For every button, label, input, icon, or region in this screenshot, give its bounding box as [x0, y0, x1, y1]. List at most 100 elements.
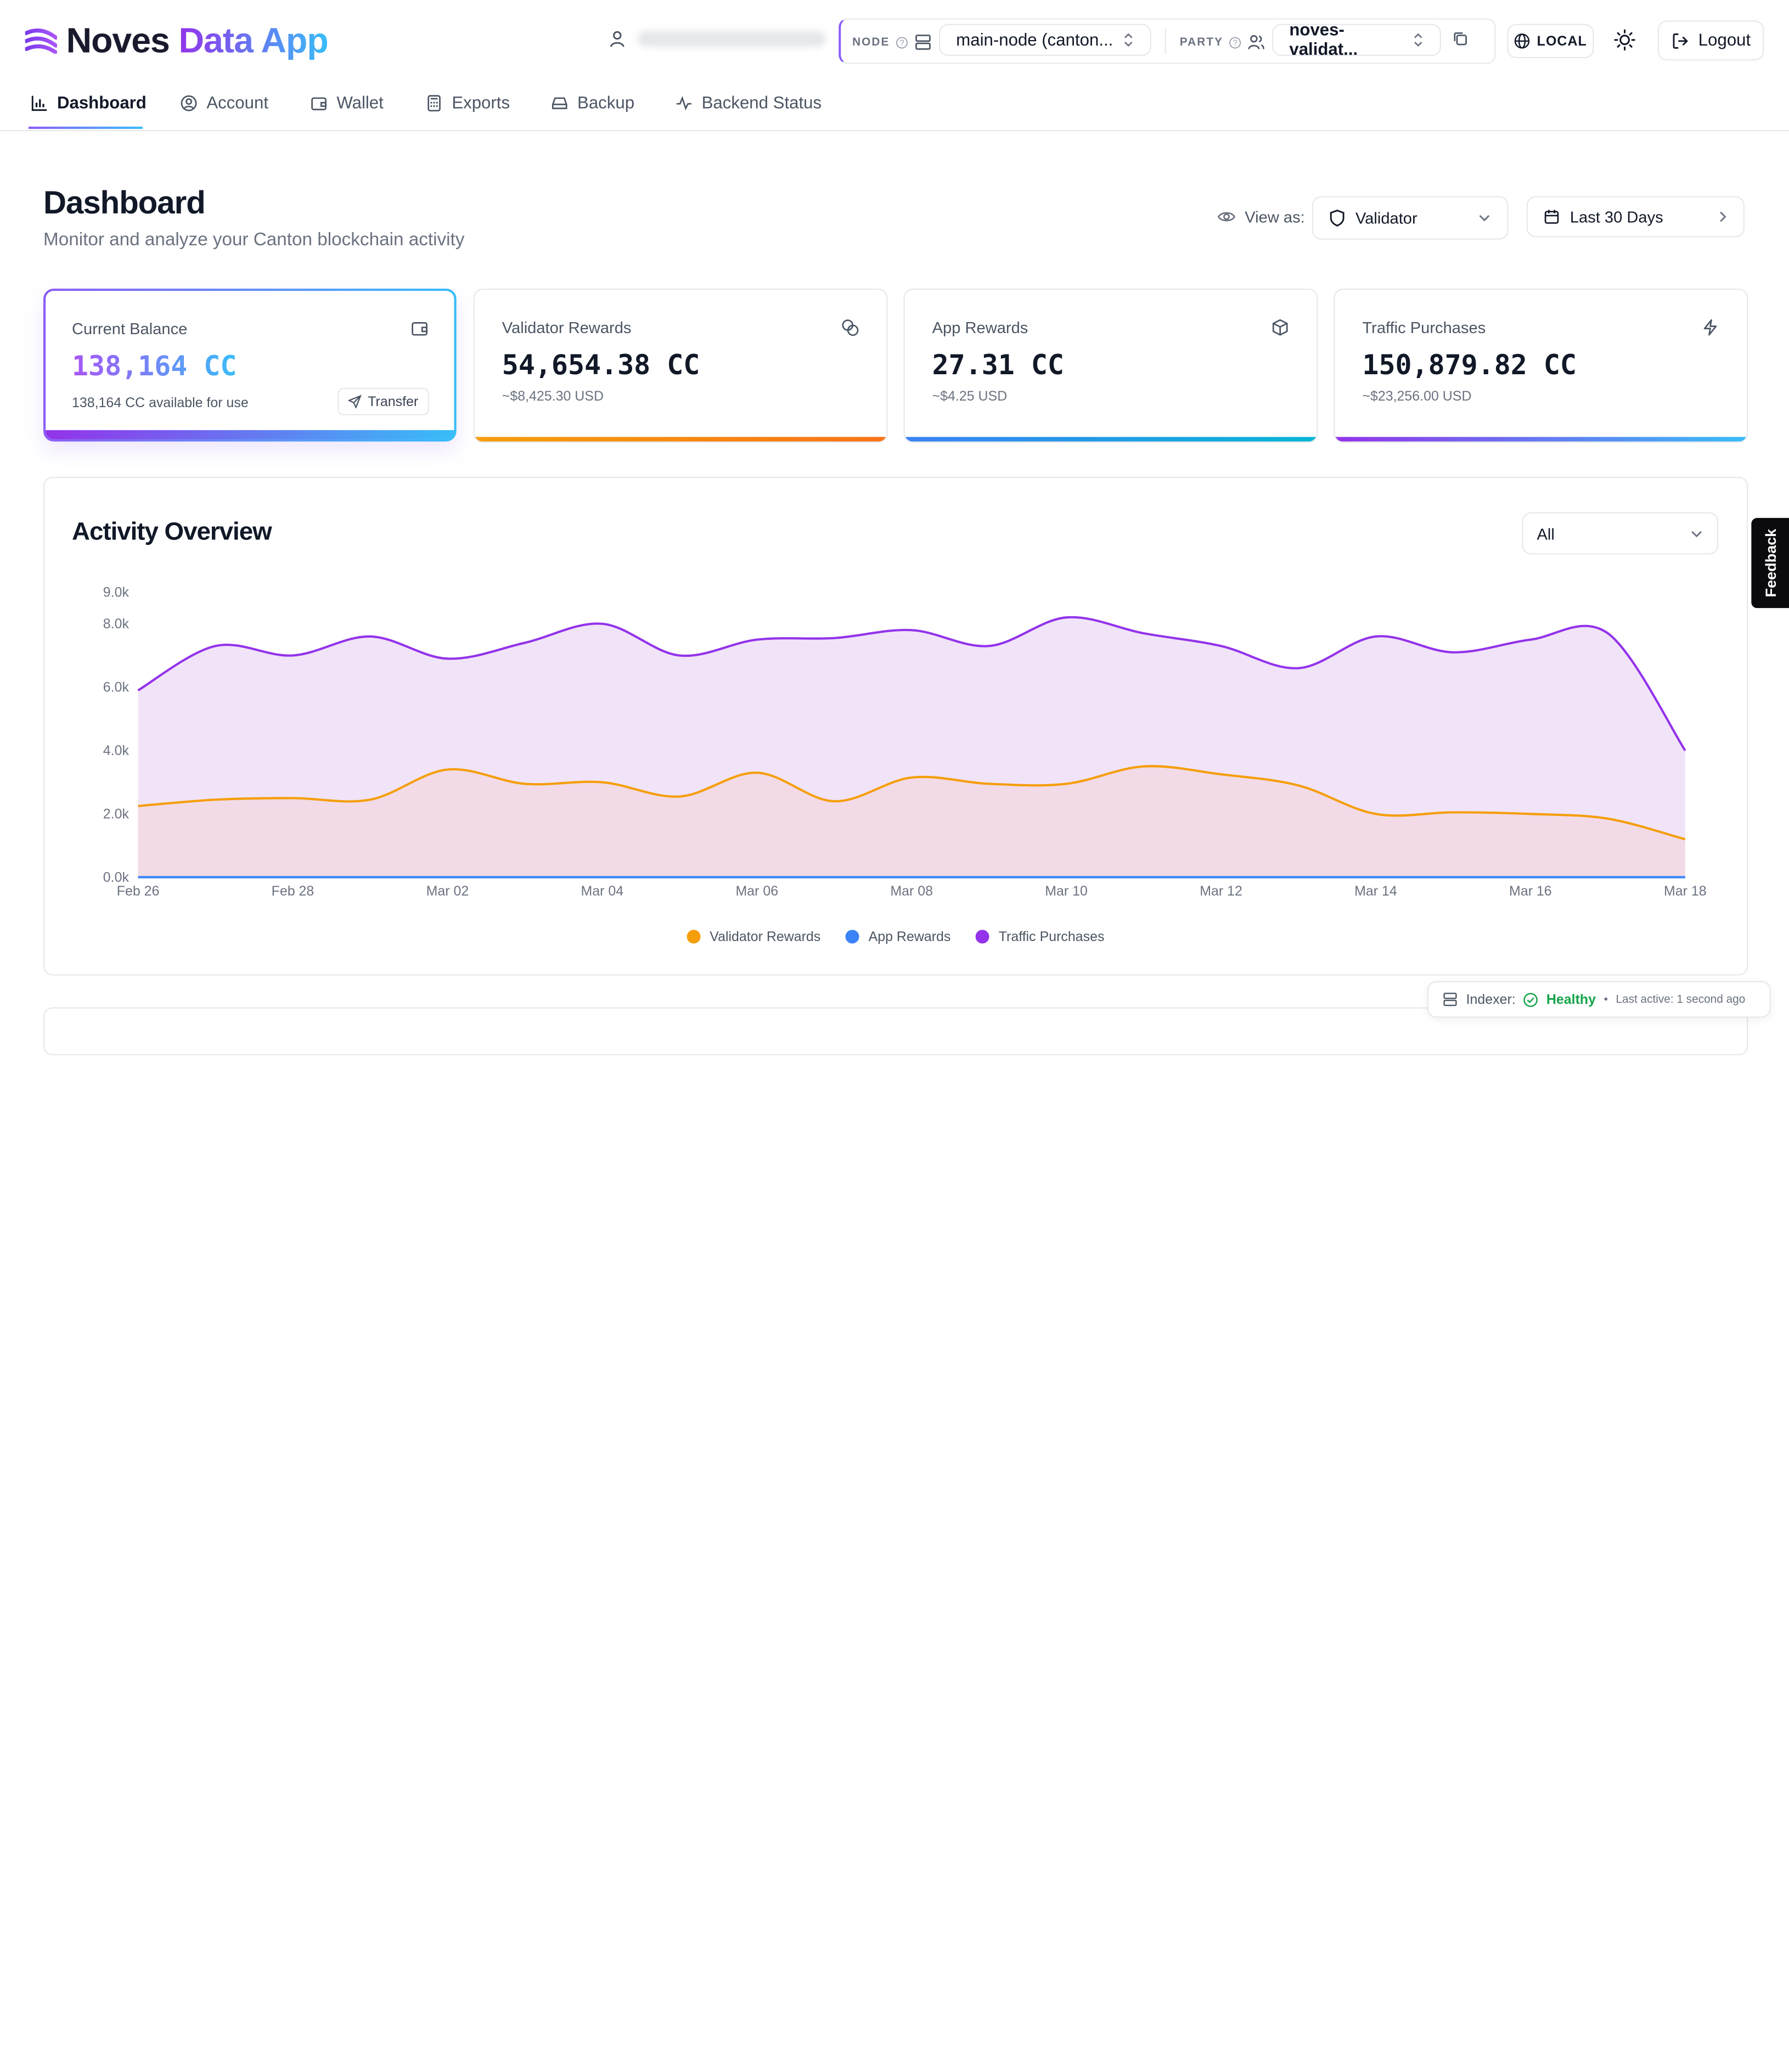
- send-icon: [348, 395, 362, 408]
- sun-icon: [1613, 29, 1636, 52]
- tab-active-indicator: [29, 127, 143, 129]
- main-nav: Dashboard Account Wallet Exports Backup …: [0, 80, 1789, 132]
- feedback-tab[interactable]: Feedback: [1751, 518, 1789, 608]
- view-as-value: Validator: [1355, 209, 1417, 227]
- svg-text:?: ?: [899, 38, 904, 48]
- chevron-right-icon: [1718, 210, 1728, 224]
- hard-drive-icon: [551, 95, 568, 112]
- tab-account[interactable]: Account: [180, 93, 268, 112]
- app-sub: ~$4.25 USD: [932, 388, 1008, 404]
- logout-button[interactable]: Logout: [1658, 20, 1764, 60]
- activity-title: Activity Overview: [72, 517, 272, 547]
- copy-icon: [1453, 31, 1469, 47]
- tab-backend-status[interactable]: Backend Status: [676, 93, 822, 112]
- card-title: App Rewards: [932, 318, 1028, 336]
- zap-icon: [1701, 318, 1719, 336]
- user-email-redacted: [638, 31, 826, 47]
- tab-label: Account: [206, 93, 268, 112]
- view-as-select[interactable]: Validator: [1312, 196, 1509, 240]
- separator-dot: •: [1604, 993, 1608, 1006]
- user-icon: [608, 30, 626, 48]
- legend-item-app[interactable]: App Rewards: [846, 928, 950, 944]
- x-tick-label: Mar 12: [1200, 883, 1242, 899]
- eye-icon: [1217, 207, 1235, 226]
- party-value: noves-validat...: [1289, 20, 1413, 59]
- x-tick-label: Mar 16: [1509, 883, 1552, 899]
- node-value: main-node (canton...: [956, 30, 1113, 49]
- activity-filter-select[interactable]: All: [1522, 513, 1718, 555]
- tab-dashboard[interactable]: Dashboard: [31, 93, 147, 112]
- copy-party-button[interactable]: [1453, 31, 1469, 53]
- page-title: Dashboard: [43, 185, 205, 222]
- svg-text:?: ?: [1233, 38, 1237, 48]
- check-circle-icon: [1523, 992, 1538, 1007]
- validator-value: 54,654.38 CC: [502, 349, 700, 381]
- legend-item-traffic[interactable]: Traffic Purchases: [976, 928, 1104, 944]
- legend-label: App Rewards: [869, 928, 951, 944]
- traffic-value: 150,879.82 CC: [1362, 349, 1577, 381]
- legend-swatch: [846, 930, 859, 943]
- brand-logo[interactable]: Noves Data App: [25, 20, 328, 61]
- shield-icon: [1329, 209, 1345, 227]
- activity-filter-value: All: [1537, 524, 1555, 542]
- legend-swatch: [687, 930, 701, 943]
- node-label: NODE: [852, 36, 890, 48]
- x-tick-label: Mar 08: [890, 883, 933, 899]
- balance-sub: 138,164 CC available for use: [72, 395, 249, 410]
- node-select[interactable]: main-node (canton...: [939, 24, 1151, 56]
- page-subtitle: Monitor and analyze your Canton blockcha…: [43, 230, 464, 251]
- legend-label: Traffic Purchases: [999, 928, 1105, 944]
- card-title: Traffic Purchases: [1362, 318, 1486, 336]
- coins-icon: [841, 318, 859, 336]
- transfer-button[interactable]: Transfer: [337, 388, 429, 415]
- calculator-icon: [425, 95, 442, 112]
- tab-wallet[interactable]: Wallet: [311, 93, 384, 112]
- party-select[interactable]: noves-validat...: [1272, 24, 1441, 56]
- user-circle-icon: [180, 95, 197, 112]
- tab-backup[interactable]: Backup: [551, 93, 634, 112]
- help-icon[interactable]: ?: [1229, 36, 1241, 48]
- server-icon: [914, 33, 932, 51]
- brand-name: Noves: [66, 20, 170, 61]
- help-icon[interactable]: ?: [896, 36, 908, 48]
- y-tick-label: 9.0k: [103, 584, 130, 600]
- x-tick-label: Feb 28: [272, 883, 314, 899]
- transfer-label: Transfer: [368, 393, 418, 409]
- globe-icon: [1514, 33, 1530, 49]
- x-tick-label: Mar 14: [1354, 883, 1397, 899]
- last-active: Last active: 1 second ago: [1616, 993, 1745, 1006]
- tab-label: Backup: [577, 93, 634, 112]
- card-title: Current Balance: [72, 319, 187, 337]
- legend-item-validator[interactable]: Validator Rewards: [687, 928, 821, 944]
- node-party-selector: NODE ? main-node (canton... PARTY ? nove…: [839, 18, 1496, 64]
- calendar-icon: [1544, 209, 1560, 224]
- user-menu[interactable]: [608, 30, 826, 48]
- x-tick-label: Mar 02: [426, 883, 469, 899]
- chevron-down-icon: [1690, 529, 1703, 538]
- x-tick-label: Mar 04: [581, 883, 624, 899]
- legend-label: Validator Rewards: [710, 928, 820, 944]
- chart-legend: Validator Rewards App Rewards Traffic Pu…: [44, 928, 1747, 944]
- wallet-icon: [311, 95, 328, 112]
- date-range-button[interactable]: Last 30 Days: [1527, 196, 1745, 238]
- indexer-label: Indexer:: [1466, 992, 1516, 1007]
- theme-toggle-button[interactable]: [1613, 29, 1636, 57]
- tab-label: Backend Status: [702, 93, 822, 112]
- y-tick-label: 8.0k: [103, 616, 130, 632]
- y-tick-label: 0.0k: [103, 870, 130, 885]
- chevron-down-icon: [1477, 213, 1491, 223]
- x-tick-label: Mar 10: [1045, 883, 1088, 899]
- indexer-state: Healthy: [1546, 992, 1596, 1007]
- indexer-status[interactable]: Indexer: Healthy • Last active: 1 second…: [1427, 981, 1771, 1018]
- chevron-updown-icon: [1123, 33, 1134, 47]
- tab-exports[interactable]: Exports: [425, 93, 510, 112]
- activity-icon: [676, 95, 693, 112]
- environment-badge[interactable]: LOCAL: [1507, 24, 1594, 58]
- tab-label: Dashboard: [57, 93, 147, 112]
- package-icon: [1271, 318, 1289, 336]
- traffic-purchases-card: Traffic Purchases 150,879.82 CC ~$23,256…: [1334, 289, 1748, 443]
- feedback-label: Feedback: [1762, 529, 1779, 598]
- x-tick-label: Feb 26: [117, 883, 160, 899]
